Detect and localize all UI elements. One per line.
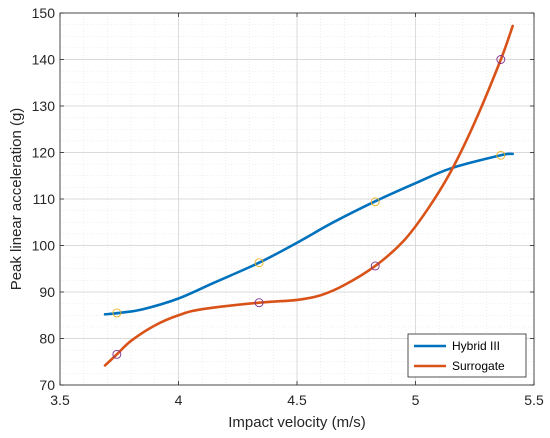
data-point-hybrid-iii — [112, 308, 122, 318]
y-tick-label: 130 — [32, 98, 56, 114]
data-point-surrogate — [112, 349, 122, 359]
y-tick-label: 70 — [39, 377, 55, 393]
legend-entry-surrogate: Surrogate — [452, 359, 505, 373]
y-tick-label: 80 — [39, 331, 55, 347]
data-point-surrogate — [254, 298, 264, 308]
y-tick-label: 120 — [32, 145, 56, 161]
data-point-hybrid-iii — [254, 258, 264, 268]
y-tick-label: 150 — [32, 5, 56, 21]
x-tick-label: 5.5 — [524, 392, 544, 408]
legend-entry-hybrid-iii: Hybrid III — [452, 339, 500, 353]
x-tick-label: 3.5 — [50, 392, 70, 408]
data-point-surrogate — [370, 261, 380, 271]
x-tick-label: 5 — [412, 392, 420, 408]
y-tick-label: 110 — [33, 191, 56, 207]
legend: Hybrid III Surrogate — [407, 333, 527, 378]
x-tick-label: 4.5 — [287, 392, 307, 408]
y-axis-label: Peak linear acceleration (g) — [8, 108, 25, 291]
y-tick-label: 100 — [32, 238, 56, 254]
series-layer — [103, 24, 514, 367]
data-point-hybrid-iii — [370, 197, 380, 207]
y-tick-label: 90 — [39, 284, 55, 300]
series-line-hybrid-iii — [103, 152, 514, 316]
series-line-surrogate — [103, 24, 514, 367]
axis-ticks — [59, 12, 535, 386]
x-tick-label: 4 — [175, 392, 183, 408]
x-axis-label: Impact velocity (m/s) — [228, 414, 366, 431]
y-tick-label: 140 — [32, 52, 56, 68]
data-point-surrogate — [496, 55, 506, 64]
legend-box — [407, 333, 527, 378]
tick-labels: 3.5 4 4.5 5 5.5 70 80 90 100 110 120 130 140 150 — [32, 5, 544, 408]
data-point-hybrid-iii — [496, 150, 506, 160]
